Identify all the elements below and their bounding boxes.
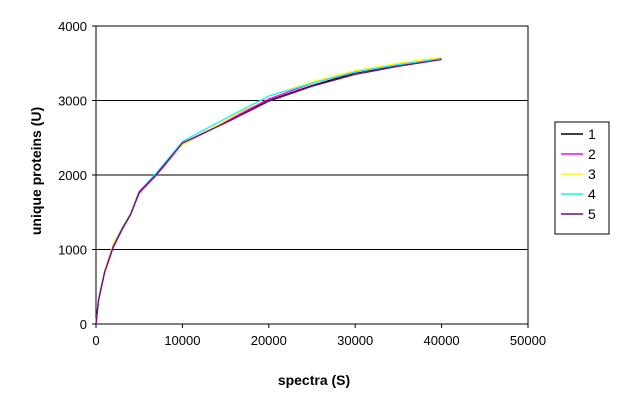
x-tick-label: 30000 — [337, 333, 373, 348]
legend-label-5: 5 — [588, 206, 596, 222]
legend-label-4: 4 — [588, 186, 596, 202]
grid-lines — [96, 100, 528, 250]
legend-label-1: 1 — [588, 126, 596, 142]
series-lines — [95, 56, 442, 325]
y-tick-label: 4000 — [58, 19, 87, 34]
y-tick-label: 3000 — [58, 94, 87, 109]
y-tick-label: 2000 — [58, 168, 87, 183]
x-tick-label: 10000 — [164, 333, 200, 348]
y-tick-label: 1000 — [58, 243, 87, 258]
x-tick-label: 50000 — [510, 333, 546, 348]
x-tick-label: 20000 — [251, 333, 287, 348]
series-line-3 — [95, 56, 442, 325]
y-tick-label: 0 — [80, 317, 87, 332]
series-line-2 — [95, 57, 442, 325]
legend-box — [554, 121, 610, 235]
series-line-5 — [95, 58, 442, 325]
legend: 1 2 3 4 5 — [554, 121, 610, 235]
x-tick-label: 40000 — [424, 333, 460, 348]
y-axis-title: unique proteins (U) — [28, 107, 44, 235]
x-axis-ticks: 0 10000 20000 30000 40000 50000 — [92, 324, 546, 348]
legend-label-3: 3 — [588, 166, 596, 182]
x-axis-title: spectra (S) — [278, 372, 350, 388]
y-axis-ticks: 0 1000 2000 3000 4000 — [58, 19, 96, 332]
x-tick-label: 0 — [92, 333, 99, 348]
legend-label-2: 2 — [588, 146, 596, 162]
